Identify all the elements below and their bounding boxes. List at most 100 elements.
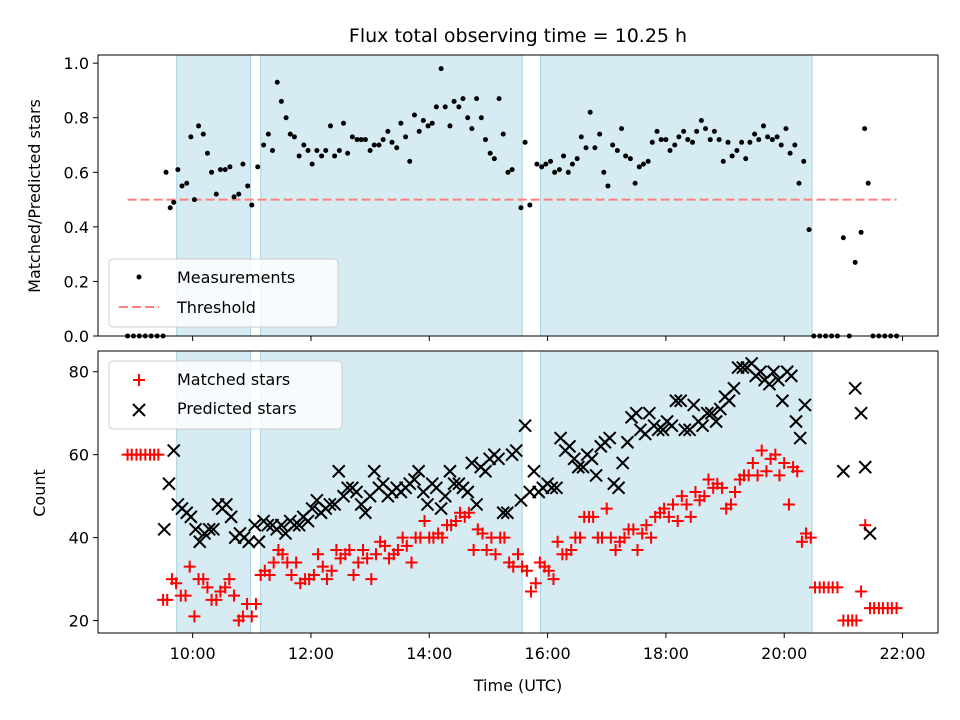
- predicted-star-point: [854, 406, 868, 420]
- matched-star-point: [791, 465, 804, 478]
- measurement-point: [217, 167, 223, 173]
- matched-star-point: [831, 581, 844, 594]
- measurement-point: [676, 134, 682, 140]
- measurement-point: [592, 145, 598, 151]
- y-tick-label: 40: [69, 529, 89, 548]
- measurement-point: [323, 147, 329, 153]
- predicted-star-point: [562, 439, 577, 454]
- measurement-point: [667, 147, 673, 153]
- measurement-point: [416, 128, 422, 134]
- matched-star-point: [645, 531, 658, 544]
- measurement-point: [778, 142, 784, 148]
- matched-star-point: [378, 539, 391, 552]
- matched-star-point: [320, 573, 333, 586]
- measurement-point: [623, 153, 629, 159]
- x-tick-label: 22:00: [879, 644, 925, 663]
- measurement-point: [649, 139, 655, 145]
- measurement-point: [756, 137, 762, 143]
- predicted-star-point: [252, 535, 266, 549]
- measurement-point: [681, 128, 687, 134]
- matched-star-point: [755, 444, 768, 457]
- predicted-star-point: [323, 497, 337, 512]
- measurement-point: [743, 156, 749, 162]
- measurement-point: [482, 137, 488, 143]
- measurement-point: [852, 259, 858, 265]
- measurement-point: [774, 134, 780, 140]
- y-tick-label: 0.8: [64, 109, 89, 128]
- predicted-star-point: [157, 522, 171, 537]
- matched-star-point: [795, 535, 808, 548]
- measurement-point: [196, 123, 202, 129]
- shaded-interval-3: [539, 54, 813, 337]
- top-plot-frame: [97, 54, 939, 337]
- measurement-point: [654, 128, 660, 134]
- measurement-point: [711, 128, 717, 134]
- measurement-point: [358, 137, 364, 143]
- predicted-star-point: [615, 456, 630, 470]
- measurement-point: [227, 164, 233, 170]
- measurement-point: [184, 180, 190, 186]
- measurement-point: [496, 96, 502, 102]
- measurement-point: [429, 120, 435, 126]
- measurement-point: [376, 142, 382, 148]
- x-tick-label: 18:00: [643, 644, 689, 663]
- measurement-point: [240, 161, 246, 167]
- predicted-star-point: [465, 456, 479, 470]
- y-tick-label: 20: [69, 612, 89, 631]
- matched-star-point: [223, 573, 236, 586]
- measurement-point: [619, 126, 625, 132]
- top-legend: Measurements Threshold: [108, 258, 339, 328]
- matched-star-point: [467, 544, 480, 557]
- predicted-star-point: [656, 423, 670, 437]
- predicted-star-point: [589, 468, 603, 483]
- measurement-point: [433, 104, 439, 110]
- matched-star-point: [161, 593, 174, 606]
- predicted-star-point: [620, 435, 635, 449]
- measurement-point: [796, 180, 802, 186]
- predicted-star-point: [686, 398, 701, 412]
- measurement-point: [632, 180, 638, 186]
- matched-star-point: [729, 486, 742, 498]
- x-axis-label: Time (UTC): [473, 676, 562, 695]
- matched-star-point: [675, 490, 688, 503]
- measurement-point: [760, 123, 766, 129]
- measurement-point: [425, 123, 431, 129]
- shaded-interval-3: [539, 350, 813, 634]
- measurement-point: [204, 150, 210, 156]
- measurement-point: [336, 147, 342, 153]
- matched-star-point: [179, 589, 192, 602]
- measurement-point: [840, 235, 846, 241]
- matched-star-point: [658, 502, 671, 515]
- matched-star-point: [343, 544, 356, 557]
- measurement-point: [565, 169, 571, 175]
- measurement-point: [249, 202, 255, 208]
- matched-star-point: [396, 531, 409, 544]
- y-tick-label: 0.6: [64, 163, 89, 182]
- bottom-legend: Matched stars Predicted stars: [108, 360, 343, 430]
- measurement-point: [747, 139, 753, 145]
- measurement-point: [587, 109, 593, 115]
- predicted-star-point: [461, 485, 475, 499]
- measurement-point: [865, 180, 871, 186]
- measurement-point: [703, 126, 709, 132]
- matched-star-point: [636, 527, 649, 540]
- measurement-point: [438, 66, 444, 72]
- legend-measurements-marker: [136, 274, 142, 280]
- measurement-point: [561, 153, 567, 159]
- predicted-star-point: [709, 414, 723, 429]
- predicted-star-point: [545, 481, 559, 495]
- measurement-point: [569, 161, 575, 167]
- matched-star-point: [618, 531, 631, 544]
- measurement-point: [222, 167, 228, 173]
- matched-star-point: [609, 544, 622, 557]
- measurement-point: [752, 131, 758, 137]
- legend-threshold-label: Threshold: [176, 298, 256, 317]
- matched-star-point: [330, 544, 343, 557]
- matched-star-point: [228, 589, 241, 602]
- predicted-stars-series: [157, 356, 877, 549]
- predicted-star-point: [766, 365, 781, 379]
- measurement-point: [707, 137, 713, 143]
- measurement-point: [447, 123, 453, 129]
- matched-star-point: [316, 560, 329, 573]
